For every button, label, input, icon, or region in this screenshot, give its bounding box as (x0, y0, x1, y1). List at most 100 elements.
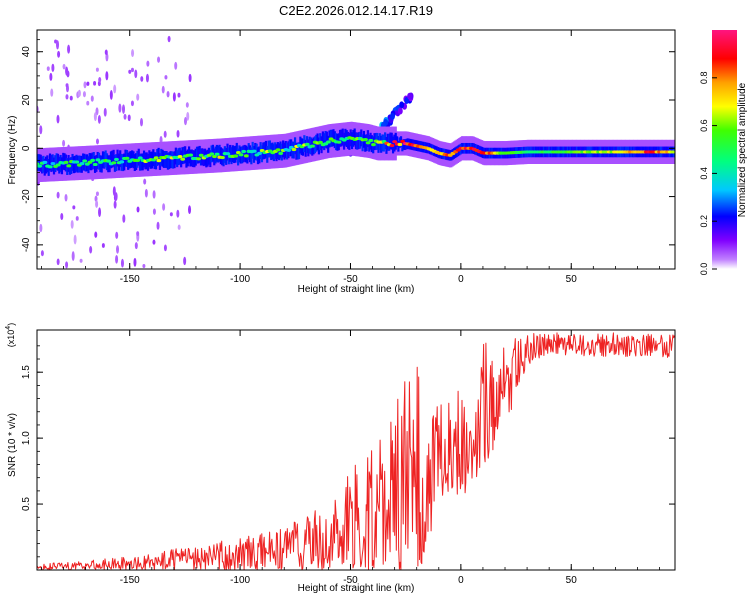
snr-ytick-label: 1.0 (21, 431, 32, 445)
spectrogram-ridge-cell (385, 136, 388, 154)
spectrogram-ridge-cell (377, 135, 380, 153)
spectrogram-speckle (56, 114, 60, 124)
spectrogram-speckle (161, 85, 165, 94)
spectrogram-speckle (70, 219, 74, 229)
spectrogram-speckle (56, 258, 60, 266)
spectrogram-peak-cell (238, 153, 244, 157)
spectrogram-ridge-cell (388, 133, 391, 151)
spectrogram-speckle (130, 100, 134, 107)
spectrogram-ridge-cell (332, 129, 335, 147)
spectrogram-speckle (46, 66, 50, 71)
spectrogram-speckle (140, 76, 144, 82)
spectrogram-ridge-cell (279, 141, 282, 159)
spectrogram-speckle (67, 44, 71, 54)
spectrogram-ridge-cell (266, 145, 269, 163)
spectrogram-peak-cell (389, 143, 395, 148)
snr-scale-suffix: ) (6, 323, 16, 326)
spectrogram-speckle (79, 258, 83, 263)
snr-plot-area (37, 330, 675, 570)
spectrogram-ytick-label: -20 (21, 189, 32, 204)
spectrogram-speckle (77, 89, 81, 97)
spectrogram-ridge-cell (74, 155, 77, 173)
spectrogram-ridge-cell (67, 155, 70, 172)
spectrogram-peak-cell (336, 140, 342, 144)
spectrogram-ridge-cell (296, 142, 299, 160)
spectrogram-ridge-cell (48, 153, 52, 171)
spectrogram-peak-cell (233, 154, 239, 158)
spectrogram-peak-cell (275, 148, 281, 152)
spectrogram-ridge-cell (237, 148, 240, 166)
spectrogram-peak-cell (278, 151, 284, 155)
spectrogram-ridge-cell (172, 151, 175, 169)
spectrogram-speckle (105, 71, 109, 81)
spectrogram-speckle (113, 84, 117, 94)
spectrogram-speckle (156, 221, 160, 230)
spectrogram-ridge-cell (111, 150, 114, 168)
spectrogram-peak-cell (79, 161, 85, 166)
spectrogram-ridge-cell (70, 157, 73, 174)
spectrogram-speckle (176, 130, 180, 138)
spectrogram-peak-cell (137, 156, 143, 160)
spectrogram-speckle (101, 243, 105, 248)
spectrogram-ridge-cell (267, 140, 270, 158)
spectrogram-peak-cell (291, 147, 297, 152)
spectrogram-frame (36, 29, 676, 270)
spectrogram-peak-cell (95, 158, 101, 162)
spectrogram-ridge-cell (357, 132, 360, 150)
spectrogram-peak-cell (114, 157, 119, 162)
spectrogram-ridge-cell (244, 145, 248, 163)
spectrogram-peak-cell (214, 152, 220, 156)
spectrogram-ridge-cell (185, 150, 188, 168)
spectrogram-ridge-cell (353, 128, 356, 146)
spectrogram-peak-cell (368, 138, 374, 143)
spectrogram-ridge-cell (40, 156, 44, 174)
spectrogram-panel: -150 -100 -50 0 50 -40 -20 0 20 40 Height of stra… (7, 29, 676, 295)
spectrogram-ylabel: Frequency (Hz) (7, 116, 18, 185)
spectrogram-peak-cell (66, 164, 72, 168)
spectrogram-peak-cell (241, 149, 247, 154)
spectrogram-ridge-cell (271, 142, 274, 160)
spectrogram-ridge-cell (242, 145, 245, 163)
spectrogram-speckle (60, 212, 64, 221)
spectrogram-ridge-cell (226, 143, 229, 161)
spectrogram-speckle (163, 130, 167, 138)
spectrogram-speckle (114, 192, 118, 201)
spectrogram-ridge-cell (189, 149, 192, 167)
snr-xlabel: Height of straight line (km) (298, 583, 415, 594)
spectrogram-peak-cell (326, 140, 331, 144)
spectrogram-speckle (56, 191, 60, 199)
spectrogram-ridge-cell (205, 150, 208, 168)
spectrogram-speckle (122, 104, 126, 114)
snr-ytick-label: 1.5 (21, 365, 32, 379)
spectrogram-ridge-cell (104, 150, 107, 168)
spectrogram-speckle (39, 125, 43, 135)
spectrogram-ridge-cell (218, 144, 221, 162)
spectrogram-peak-cell (243, 154, 249, 158)
spectrogram-speckle (40, 250, 44, 257)
spectrogram-speckle (57, 50, 61, 58)
spectrogram-peak-cell (225, 152, 231, 156)
spectrogram-ridge-cell (55, 153, 58, 171)
spectrogram-ridge-cell (219, 147, 222, 165)
spectrogram-ridge-cell (170, 151, 173, 169)
spectrogram-speckle (122, 214, 126, 223)
spectrogram-speckle (39, 223, 43, 233)
spectrogram-ridge-cell (225, 148, 228, 165)
spectrogram-speckle (75, 216, 79, 221)
spectrogram-speckle (188, 205, 192, 215)
spectrogram-speckle (139, 118, 143, 127)
spectrogram-speckle (90, 95, 94, 102)
spectrogram-speckle (89, 245, 93, 254)
spectrogram-speckle (69, 95, 73, 101)
colorbar-tick-label: 0.6 (699, 119, 709, 132)
spectrogram-peak-cell (286, 148, 292, 152)
spectrogram-peak-cell (400, 139, 405, 143)
spectrogram-speckle (95, 191, 99, 196)
spectrogram-speckle (120, 258, 124, 268)
colorbar: 0.0 0.2 0.4 0.6 0.8 Normalized spectral ampl… (699, 30, 748, 275)
spectrogram-ridge-cell (350, 132, 354, 150)
spectrogram-ridge-cell (229, 144, 232, 162)
spectrogram-speckle (49, 72, 53, 81)
spectrogram-speckle (164, 75, 168, 80)
